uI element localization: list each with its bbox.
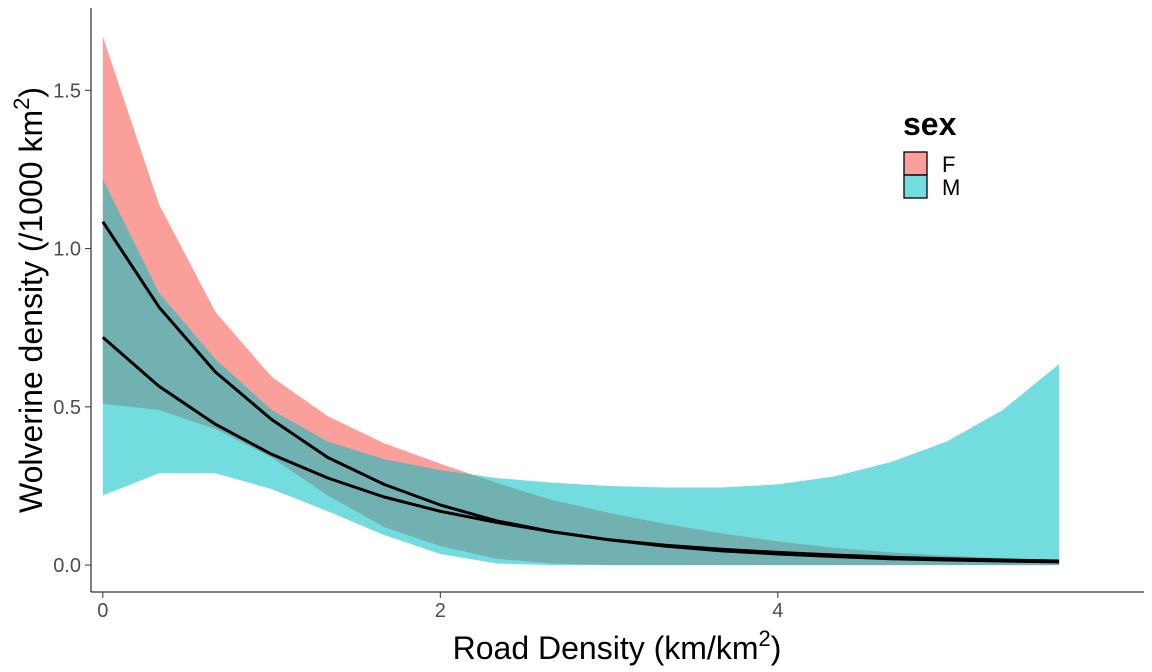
y-axis-title: Wolverine density (/1000 km2) xyxy=(9,87,49,513)
legend-key-f xyxy=(903,151,928,176)
x-ticks: 0 2 4 xyxy=(97,592,783,622)
legend-label-m: M xyxy=(942,175,960,200)
x-tick-label: 0 xyxy=(97,600,108,622)
y-tick-label: 0.5 xyxy=(53,397,81,419)
ribbon-m xyxy=(102,178,1060,566)
y-tick-label: 0.0 xyxy=(53,555,81,577)
legend-label-f: F xyxy=(942,152,955,177)
x-tick-label: 2 xyxy=(435,600,446,622)
y-tick-label: 1.5 xyxy=(53,80,81,102)
x-tick-label: 4 xyxy=(772,600,783,622)
ribbon-f xyxy=(102,36,1060,566)
y-ticks: 0.0 0.5 1.0 1.5 xyxy=(53,80,91,577)
mean-line-layer xyxy=(101,220,1060,564)
ribbon-layer xyxy=(102,36,1060,566)
legend-key-m xyxy=(903,174,928,199)
mean-line-m xyxy=(101,336,1060,563)
x-axis-title: Road Density (km/km2) xyxy=(453,626,782,666)
legend: sex F M xyxy=(903,106,960,200)
legend-title: sex xyxy=(903,106,957,142)
y-tick-label: 1.0 xyxy=(53,239,81,261)
